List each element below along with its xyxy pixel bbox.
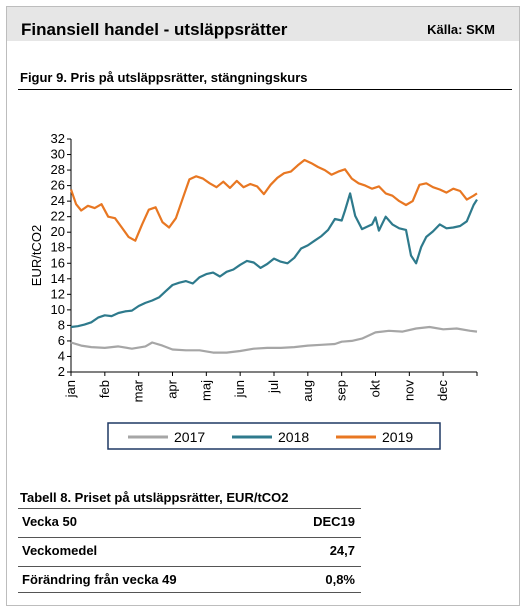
legend-label: 2017 — [174, 429, 205, 445]
table-row: Veckomedel 24,7 — [18, 537, 361, 563]
x-tick-label: okt — [368, 380, 383, 398]
row-label: Vecka 50 — [22, 514, 77, 529]
row-label: Veckomedel — [22, 543, 98, 558]
x-tick-label: jul — [266, 380, 281, 394]
y-tick-label: 26 — [51, 178, 65, 193]
x-tick-label: aug — [300, 380, 315, 402]
y-tick-label: 20 — [51, 224, 65, 239]
y-tick-label: 10 — [51, 302, 65, 317]
x-tick-label: sep — [334, 380, 349, 401]
y-tick-label: 30 — [51, 147, 65, 162]
y-tick-label: 18 — [51, 240, 65, 255]
y-tick-label: 12 — [51, 286, 65, 301]
y-tick-label: 4 — [58, 348, 65, 363]
y-tick-label: 22 — [51, 209, 65, 224]
figure-rule — [18, 89, 512, 90]
legend-label: 2019 — [382, 429, 413, 445]
x-tick-label: mar — [131, 379, 146, 402]
y-tick-label: 16 — [51, 255, 65, 270]
x-tick-label: feb — [97, 380, 112, 398]
x-tick-label: jan — [63, 380, 78, 398]
row-value: 0,8% — [325, 572, 355, 587]
y-tick-label: 14 — [51, 271, 65, 286]
y-tick-label: 6 — [58, 333, 65, 348]
series-line-2017 — [70, 325, 478, 354]
row-value: 24,7 — [329, 543, 355, 558]
table-title: Tabell 8. Priset på utsläppsrätter, EUR/… — [20, 490, 289, 505]
y-tick-label: 32 — [51, 131, 65, 146]
series-line-2018 — [70, 192, 478, 329]
row-value: DEC19 — [313, 514, 355, 529]
y-tick-label: 28 — [51, 162, 65, 177]
row-label: Förändring från vecka 49 — [22, 572, 177, 587]
series-line-2019 — [69, 158, 478, 242]
panel-title: Finansiell handel - utsläppsrätter — [21, 20, 288, 39]
panel-frame — [6, 6, 520, 606]
x-tick-label: maj — [198, 380, 213, 401]
y-tick-label: 24 — [51, 193, 65, 208]
y-tick-label: 2 — [58, 364, 65, 379]
x-tick-label: nov — [401, 380, 416, 401]
x-tick-label: apr — [165, 379, 180, 398]
table-row: Vecka 50 DEC19 — [18, 508, 361, 534]
table-row: Förändring från vecka 49 0,8% — [18, 566, 361, 593]
x-tick-label: dec — [435, 380, 450, 401]
panel-header: Finansiell handel - utsläppsrätter Källa… — [7, 7, 519, 41]
legend-label: 2018 — [278, 429, 309, 445]
source-label: Källa: SKM — [427, 22, 495, 37]
y-tick-label: 8 — [58, 317, 65, 332]
y-axis-label: EUR/tCO2 — [29, 225, 44, 286]
x-tick-label: jun — [232, 380, 247, 398]
figure-title: Figur 9. Pris på utsläppsrätter, stängni… — [20, 70, 308, 85]
